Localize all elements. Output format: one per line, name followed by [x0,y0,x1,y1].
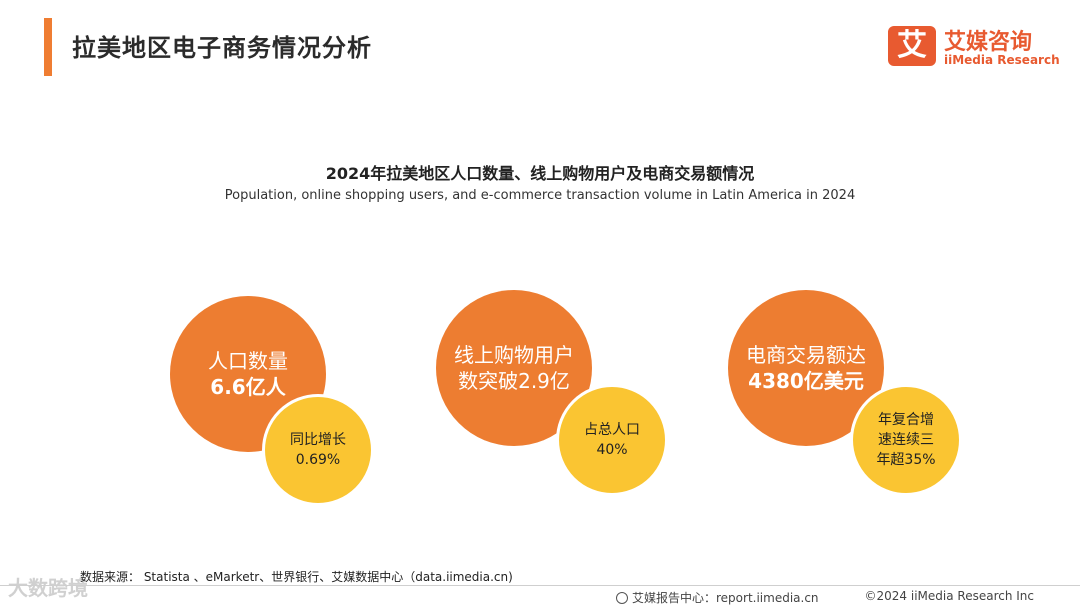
bubble-label: 电商交易额达 [746,343,866,367]
report-center-link[interactable]: 艾媒报告中心：report.iimedia.cn [616,589,819,606]
logo-english-name: iiMedia Research [944,53,1060,67]
bubble-label: 线上购物用户 [454,343,574,367]
logo-chinese-name: 艾媒咨询 [944,30,1033,55]
bubble-sub-line-3: 年超35% [876,452,936,468]
bubble-value: 4380亿美元 [748,369,864,393]
title-accent-bar [44,18,52,76]
logo-mark-icon: 艾 [888,26,936,66]
footer-divider [0,585,1080,586]
bubble-value: 数突破2.9亿 [458,369,570,393]
bubble-sub-label: 同比增长 [290,432,346,448]
copyright: ©2024 iiMedia Research Inc [864,589,1034,603]
bubble-value: 6.6亿人 [210,375,286,399]
ecommerce-volume-bubble: 电商交易额达 4380亿美元 [728,290,884,446]
report-center-text: 艾媒报告中心：report.iimedia.cn [632,591,819,605]
iimedia-logo: 艾 艾媒咨询 iiMedia Research [888,24,1060,72]
page-title: 拉美地区电子商务情况分析 [72,34,372,62]
bubble-sub-line-2: 速连续三 [878,432,934,448]
bubble-sub-value: 40% [596,442,628,458]
bubble-sub-value: 0.69% [295,452,341,468]
population-bubble: 人口数量 6.6亿人 [170,296,326,452]
watermark: 大数跨境 [8,576,88,600]
population-growth-bubble: 同比增长 0.69% [262,394,374,506]
chart-title: 2024年拉美地区人口数量、线上购物用户及电商交易额情况 [325,164,755,183]
data-source-note: 数据来源： Statista 、eMarketr、世界银行、艾媒数据中心（dat… [80,570,513,584]
globe-icon [616,592,628,604]
population-share-bubble: 占总人口 40% [556,384,668,496]
bubble-sub-line-1: 年复合增 [878,412,934,428]
chart-subtitle: Population, online shopping users, and e… [224,188,856,203]
bubble-label: 人口数量 [208,349,288,373]
bubble-sub-label: 占总人口 [584,422,640,438]
cagr-bubble: 年复合增 速连续三 年超35% [850,384,962,496]
